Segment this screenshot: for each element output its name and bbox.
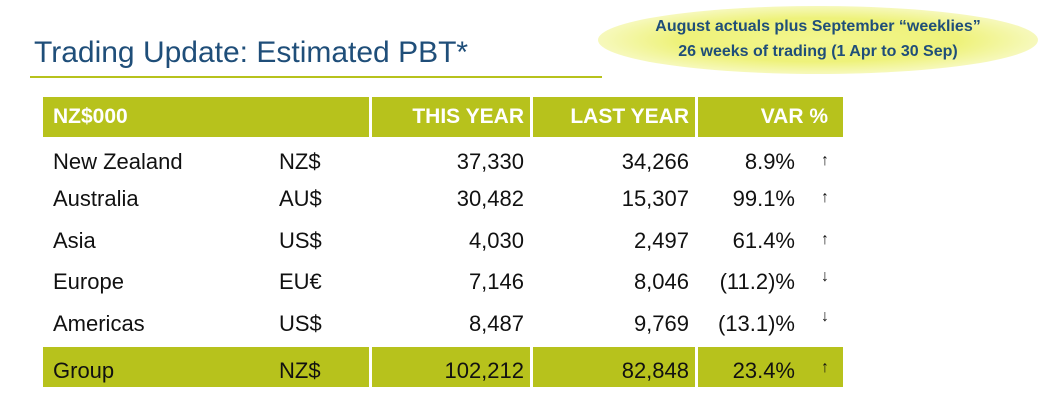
total-this-year: 102,212 [444, 358, 524, 383]
total-band-region [43, 347, 369, 387]
total-currency: NZ$ [279, 358, 321, 383]
row-region: Asia [53, 228, 96, 253]
arrow-up-icon: ↑ [821, 152, 829, 169]
arrow-up-icon: ↑ [821, 189, 829, 206]
row-region: Australia [53, 186, 139, 211]
arrow-up-icon: ↑ [821, 231, 829, 248]
total-var: 23.4% [732, 358, 795, 383]
callout-line-1: August actuals plus September “weeklies” [655, 18, 981, 35]
header-band-region [43, 97, 369, 137]
row-region: Americas [53, 311, 145, 336]
row-var: (11.2)% [719, 269, 795, 294]
arrow-down-icon: ↓ [821, 308, 829, 325]
callout-highlight [598, 6, 1038, 74]
total-band-var [698, 347, 843, 387]
callout-line-2: 26 weeks of trading (1 Apr to 30 Sep) [678, 43, 958, 60]
row-last-year: 9,769 [633, 311, 689, 336]
row-last-year: 8,046 [633, 269, 689, 294]
row-currency: NZ$ [279, 149, 321, 174]
total-band-this-year [372, 347, 530, 387]
row-var: (13.1)% [717, 311, 795, 336]
row-region: New Zealand [53, 149, 183, 174]
title-underline [30, 76, 602, 78]
callout-note: August actuals plus September “weeklies”… [598, 14, 1038, 64]
row-currency: US$ [279, 311, 322, 336]
total-last-year: 82,848 [621, 358, 689, 383]
row-currency: EU€ [279, 269, 322, 294]
row-last-year: 34,266 [621, 149, 689, 174]
row-last-year: 15,307 [621, 186, 689, 211]
total-band-last-year [533, 347, 695, 387]
total-region: Group [53, 358, 115, 383]
header-region: NZ$000 [53, 105, 128, 128]
row-this-year: 37,330 [456, 149, 524, 174]
row-region: Europe [53, 269, 124, 294]
row-var: 99.1% [732, 186, 795, 211]
header-band-var [698, 97, 843, 137]
arrow-up-icon: ↑ [821, 359, 829, 376]
header-this-year: THIS YEAR [412, 105, 524, 128]
row-currency: AU$ [279, 186, 322, 211]
arrow-down-icon: ↓ [821, 268, 829, 285]
header-band-last-year [533, 97, 695, 137]
row-this-year: 30,482 [456, 186, 524, 211]
row-var: 61.4% [732, 228, 795, 253]
row-last-year: 2,497 [633, 228, 689, 253]
row-currency: US$ [279, 228, 322, 253]
header-band-this-year [372, 97, 530, 137]
row-var: 8.9% [744, 149, 795, 174]
header-var: VAR % [760, 105, 828, 128]
header-last-year: LAST YEAR [570, 105, 689, 128]
row-this-year: 7,146 [468, 269, 524, 294]
row-this-year: 4,030 [468, 228, 524, 253]
row-this-year: 8,487 [468, 311, 524, 336]
page-title: Trading Update: Estimated PBT* [34, 36, 469, 69]
